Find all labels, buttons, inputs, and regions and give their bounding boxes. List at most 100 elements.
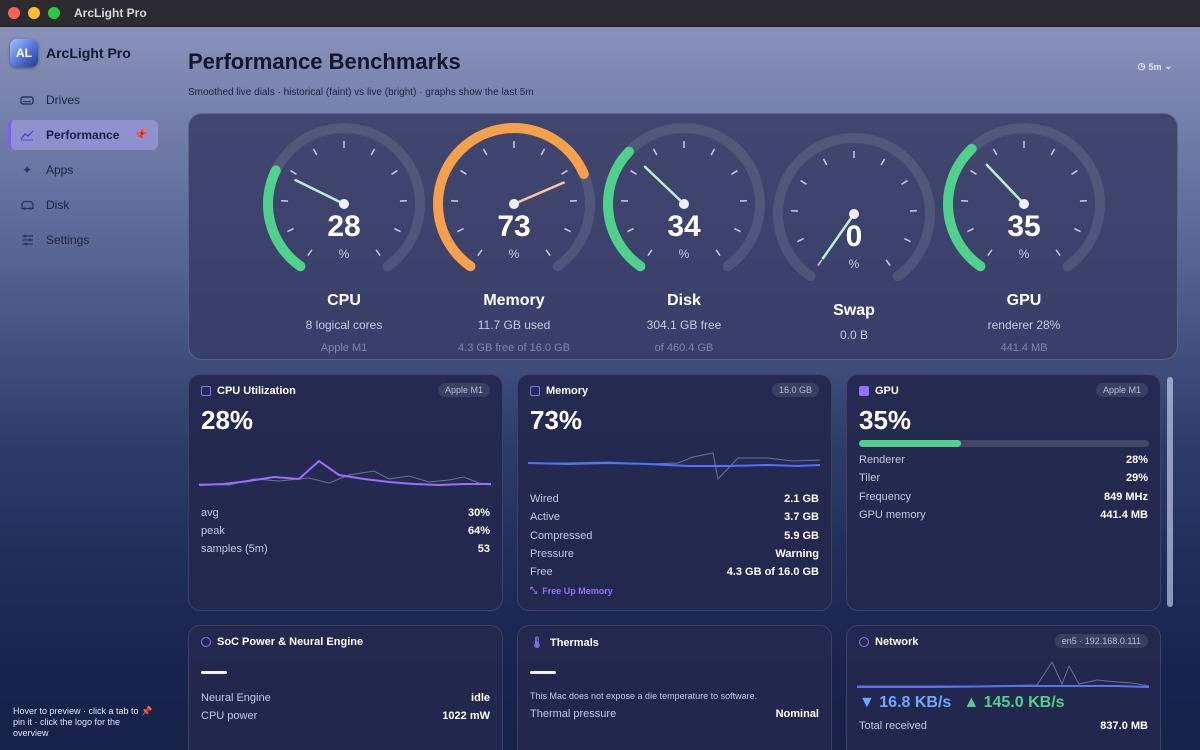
gauge-needle [821, 212, 856, 260]
gauge-value-arc [603, 146, 646, 272]
stat-label: Compressed [530, 530, 593, 542]
stat-row: Total received 837.0 MB [859, 720, 1148, 732]
download-rate: ▼ 16.8 KB/s [859, 694, 952, 711]
dial-cpu[interactable]: 28 % CPU 8 logical cores Apple M1 [259, 114, 429, 361]
dial-value: 28 [327, 210, 361, 243]
network-card[interactable]: Network en5 · 192.168.0.111 ▼ 16.8 KB/s … [846, 625, 1161, 750]
gauge-value-arc [263, 165, 306, 272]
sidebar-hint: Hover to preview · click a tab to 📌 pin … [13, 706, 153, 738]
card-title: Network [875, 636, 919, 648]
stat-value: 53 [477, 543, 490, 555]
memory-percent: 73% [530, 405, 583, 435]
gauge-tick [992, 148, 998, 156]
gauge-tick [545, 249, 551, 257]
card-header: GPU [859, 385, 899, 397]
dial-swap[interactable]: 0 % Swap 0.0 B [769, 114, 939, 361]
sliders-icon [18, 233, 36, 247]
zoom-window-button[interactable] [48, 7, 60, 19]
dial-unit: % [848, 257, 860, 271]
pressure-status: Warning [775, 548, 819, 560]
scrollbar[interactable] [1167, 377, 1173, 607]
cpu-gauge [263, 123, 425, 272]
minimize-window-button[interactable] [28, 7, 40, 19]
sidebar-item-label: Drives [46, 93, 81, 107]
stat-row: avg 30% [201, 507, 490, 519]
dial-value: 73 [497, 210, 531, 243]
gauge-track [773, 133, 935, 282]
dial-value: 35 [1007, 210, 1041, 243]
time-range-selector[interactable]: ◷ 5m ⌄ [1138, 61, 1172, 72]
cpu-live-line [199, 459, 491, 487]
free-up-memory-button[interactable]: ⤡ Free Up Memory [530, 585, 613, 596]
gauge-tick [652, 148, 658, 156]
card-header: SoC Power & Neural Engine [201, 636, 363, 648]
gauge-tick [715, 249, 721, 257]
sidebar: AL ArcLight Pro Drives Performance 📌 ✦ A… [0, 27, 168, 750]
gauge-tick [647, 249, 653, 257]
scrollbar-thumb[interactable] [1167, 377, 1173, 607]
stat-label: Tiler [859, 472, 880, 484]
gpu-card[interactable]: GPU Apple M1 35% Renderer 28% Tiler 29% Fr… [846, 374, 1161, 611]
sidebar-item-disk[interactable]: Disk [8, 190, 158, 220]
cpu-model-badge: Apple M1 [437, 383, 490, 397]
dial-detail: renderer 28% [987, 318, 1061, 332]
drive-icon [18, 93, 36, 107]
stat-label: Frequency [859, 491, 911, 503]
dial-name: Disk [667, 292, 701, 309]
brand[interactable]: AL ArcLight Pro [10, 39, 131, 67]
network-live-line [857, 685, 1150, 688]
close-window-button[interactable] [8, 7, 20, 19]
pin-icon[interactable]: 📌 [134, 129, 148, 141]
dial-disk[interactable]: 34 % Disk 304.1 GB free of 460.4 GB [599, 114, 769, 361]
gauge-tick [457, 227, 465, 233]
dial-gpu[interactable]: 35 % GPU renderer 28% 441.4 MB [939, 114, 1109, 361]
dial-value: 34 [667, 210, 701, 243]
stat-row: Free 4.3 GB of 16.0 GB [530, 566, 819, 578]
swap-gauge [773, 133, 935, 282]
app-logo[interactable]: AL [10, 39, 38, 67]
gpu-icon [859, 386, 869, 396]
soc-power-card[interactable]: SoC Power & Neural Engine Neural Engine i… [188, 625, 503, 750]
title-bar: ArcLight Pro [0, 0, 1200, 27]
dial-value: 0 [845, 220, 863, 253]
gpu-gauge [943, 123, 1105, 272]
stat-row: Frequency 849 MHz [859, 491, 1148, 503]
gauge-tick [312, 148, 318, 156]
stat-value: 4.3 GB of 16.0 GB [726, 566, 819, 578]
memory-card[interactable]: Memory 16.0 GB 73% Wired 2.1 GB Active 3.7… [517, 374, 832, 611]
chevron-down-icon: ⌄ [1164, 61, 1172, 71]
sidebar-item-drives[interactable]: Drives [8, 85, 158, 115]
gauge-tick [797, 237, 805, 243]
stat-value: 2.1 GB [784, 493, 819, 505]
network-history-graph [857, 660, 1150, 688]
sidebar-item-settings[interactable]: Settings [8, 225, 158, 255]
gauge-tick [290, 169, 297, 176]
thermals-card[interactable]: 🌡 Thermals This Mac does not expose a di… [517, 625, 832, 750]
stat-label: Thermal pressure [530, 708, 617, 720]
memory-history-graph [528, 452, 821, 481]
stat-value: 849 MHz [1103, 491, 1148, 503]
card-header: CPU Utilization [201, 385, 296, 397]
stat-label: GPU memory [859, 509, 926, 521]
gpu-model-badge: Apple M1 [1095, 383, 1148, 397]
disk-icon [18, 198, 36, 212]
globe-icon [859, 637, 869, 647]
sidebar-item-performance[interactable]: Performance 📌 [8, 120, 158, 150]
dial-memory[interactable]: 73 % Memory 11.7 GB used 4.3 GB free of … [429, 114, 599, 361]
window-title: ArcLight Pro [74, 6, 147, 20]
sidebar-item-label: Performance [46, 128, 120, 142]
card-title: SoC Power & Neural Engine [217, 636, 364, 648]
dial-name: Swap [833, 302, 875, 319]
network-history-line [857, 660, 1150, 687]
thermals-placeholder-dash [530, 671, 556, 674]
cpu-utilization-card[interactable]: CPU Utilization Apple M1 28% avg 30% peak… [188, 374, 503, 611]
gauge-track [263, 123, 425, 272]
gpu-usage-bar [859, 440, 1149, 447]
card-header: Memory [530, 385, 588, 397]
sidebar-item-apps[interactable]: ✦ Apps [8, 155, 158, 185]
stat-row: Wired 2.1 GB [530, 493, 819, 505]
gauge-needle [985, 163, 1026, 206]
gauge-tick [1050, 148, 1056, 156]
stat-label: Active [530, 511, 560, 523]
dial-detail: 0.0 B [839, 328, 869, 342]
